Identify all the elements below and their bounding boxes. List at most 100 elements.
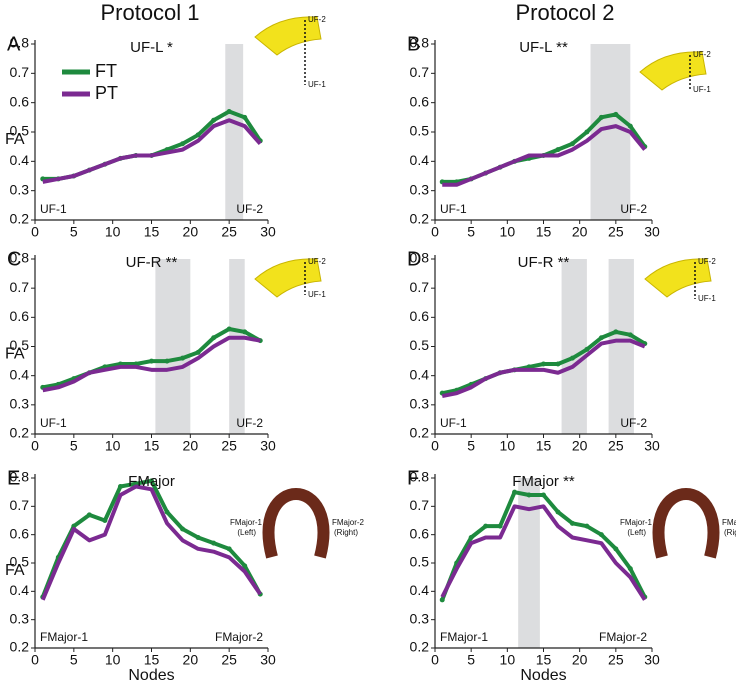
series-point bbox=[584, 129, 590, 135]
x-tick-label: 20 bbox=[572, 224, 588, 240]
series-point bbox=[541, 492, 546, 498]
series-point bbox=[627, 123, 633, 129]
y-tick-label: 0.3 bbox=[10, 610, 30, 626]
series-point bbox=[226, 108, 232, 114]
series-point bbox=[627, 332, 633, 338]
series-line bbox=[40, 478, 262, 598]
x-tick-label: 10 bbox=[105, 224, 121, 240]
panel-letter: D bbox=[407, 248, 421, 270]
series-point bbox=[613, 546, 619, 552]
x-axis-label: Nodes bbox=[128, 667, 174, 683]
y-tick-label: 0.2 bbox=[10, 639, 30, 655]
x-tick-label: 20 bbox=[183, 224, 199, 240]
series-point bbox=[613, 329, 619, 335]
y-tick-label: 0.2 bbox=[10, 211, 30, 227]
y-tick-label: 0.5 bbox=[10, 337, 30, 353]
series-point bbox=[439, 597, 445, 603]
series-point bbox=[180, 526, 186, 532]
y-axis-label: FA bbox=[5, 346, 25, 363]
icon-label: (Left) bbox=[237, 528, 256, 537]
y-tick-label: 0.8 bbox=[410, 469, 430, 485]
y-tick-label: 0.8 bbox=[10, 35, 30, 51]
start-label: UF-1 bbox=[440, 202, 467, 216]
x-axis-label: Nodes bbox=[520, 667, 566, 683]
panel-letter: F bbox=[407, 467, 419, 489]
x-tick-label: 20 bbox=[183, 652, 199, 668]
x-tick-label: 10 bbox=[500, 438, 516, 454]
x-tick-label: 5 bbox=[70, 438, 78, 454]
icon-label: (Right) bbox=[724, 528, 736, 537]
series-point bbox=[598, 114, 604, 120]
series-point bbox=[211, 117, 217, 123]
series-point bbox=[555, 361, 561, 367]
series-point bbox=[164, 358, 170, 364]
y-tick-label: 0.8 bbox=[410, 250, 430, 266]
series-point bbox=[102, 518, 108, 523]
legend-label: FT bbox=[95, 61, 117, 81]
y-tick-label: 0.7 bbox=[410, 497, 430, 513]
x-tick-label: 25 bbox=[608, 224, 624, 240]
series-point bbox=[164, 509, 170, 515]
y-tick-label: 0.6 bbox=[10, 93, 30, 109]
x-tick-label: 30 bbox=[260, 652, 276, 668]
panel-title: UF-L ** bbox=[519, 39, 568, 56]
series-point bbox=[226, 546, 232, 552]
x-tick-label: 25 bbox=[608, 438, 624, 454]
shaded-region bbox=[155, 259, 191, 434]
x-tick-label: 5 bbox=[467, 652, 475, 668]
y-tick-label: 0.8 bbox=[10, 469, 30, 485]
y-tick-label: 0.2 bbox=[410, 211, 430, 227]
start-label: UF-1 bbox=[40, 202, 67, 216]
series-point bbox=[555, 147, 561, 153]
panel-letter: B bbox=[407, 33, 420, 55]
series-point bbox=[242, 563, 248, 569]
icon-label: UF-1 bbox=[698, 294, 716, 303]
x-tick-label: 0 bbox=[31, 224, 39, 240]
y-tick-label: 0.6 bbox=[410, 308, 430, 324]
end-label: UF-2 bbox=[620, 416, 647, 430]
shaded-region bbox=[225, 44, 244, 220]
y-tick-label: 0.7 bbox=[10, 279, 30, 295]
x-tick-label: 5 bbox=[467, 224, 475, 240]
x-tick-label: 30 bbox=[644, 438, 660, 454]
series-point bbox=[180, 141, 186, 147]
x-tick-label: 25 bbox=[221, 224, 237, 240]
series-point bbox=[555, 509, 561, 515]
panel-title: FMajor ** bbox=[512, 473, 575, 490]
y-tick-label: 0.2 bbox=[410, 639, 430, 655]
tract-icon bbox=[262, 488, 330, 559]
x-tick-label: 25 bbox=[221, 652, 237, 668]
series-point bbox=[584, 346, 590, 352]
icon-label: UF-2 bbox=[693, 50, 711, 59]
x-tick-label: 25 bbox=[221, 438, 237, 454]
icon-label: UF-2 bbox=[308, 257, 326, 266]
y-tick-label: 0.8 bbox=[10, 250, 30, 266]
y-axis-label: FA bbox=[5, 562, 25, 579]
y-tick-label: 0.6 bbox=[10, 308, 30, 324]
icon-label: UF-1 bbox=[308, 80, 326, 89]
series-line bbox=[42, 118, 262, 184]
panel-title: UF-R ** bbox=[518, 254, 570, 271]
x-tick-label: 15 bbox=[536, 438, 552, 454]
y-tick-label: 0.4 bbox=[410, 366, 430, 382]
y-tick-label: 0.5 bbox=[10, 554, 30, 570]
series-line bbox=[440, 504, 647, 601]
series-point bbox=[569, 355, 575, 361]
y-tick-label: 0.7 bbox=[10, 64, 30, 80]
x-tick-label: 0 bbox=[431, 438, 439, 454]
x-tick-label: 15 bbox=[144, 224, 160, 240]
end-label: UF-2 bbox=[620, 202, 647, 216]
y-tick-label: 0.6 bbox=[410, 93, 430, 109]
series-point bbox=[242, 329, 248, 335]
series-line bbox=[442, 124, 647, 187]
y-tick-label: 0.7 bbox=[410, 64, 430, 80]
y-tick-label: 0.5 bbox=[410, 123, 430, 139]
y-tick-label: 0.7 bbox=[10, 497, 30, 513]
x-tick-label: 0 bbox=[31, 438, 39, 454]
x-tick-label: 5 bbox=[467, 438, 475, 454]
y-tick-label: 0.5 bbox=[10, 123, 30, 139]
shaded-region bbox=[229, 259, 245, 434]
start-label: FMajor-1 bbox=[40, 630, 88, 644]
y-tick-label: 0.3 bbox=[410, 610, 430, 626]
